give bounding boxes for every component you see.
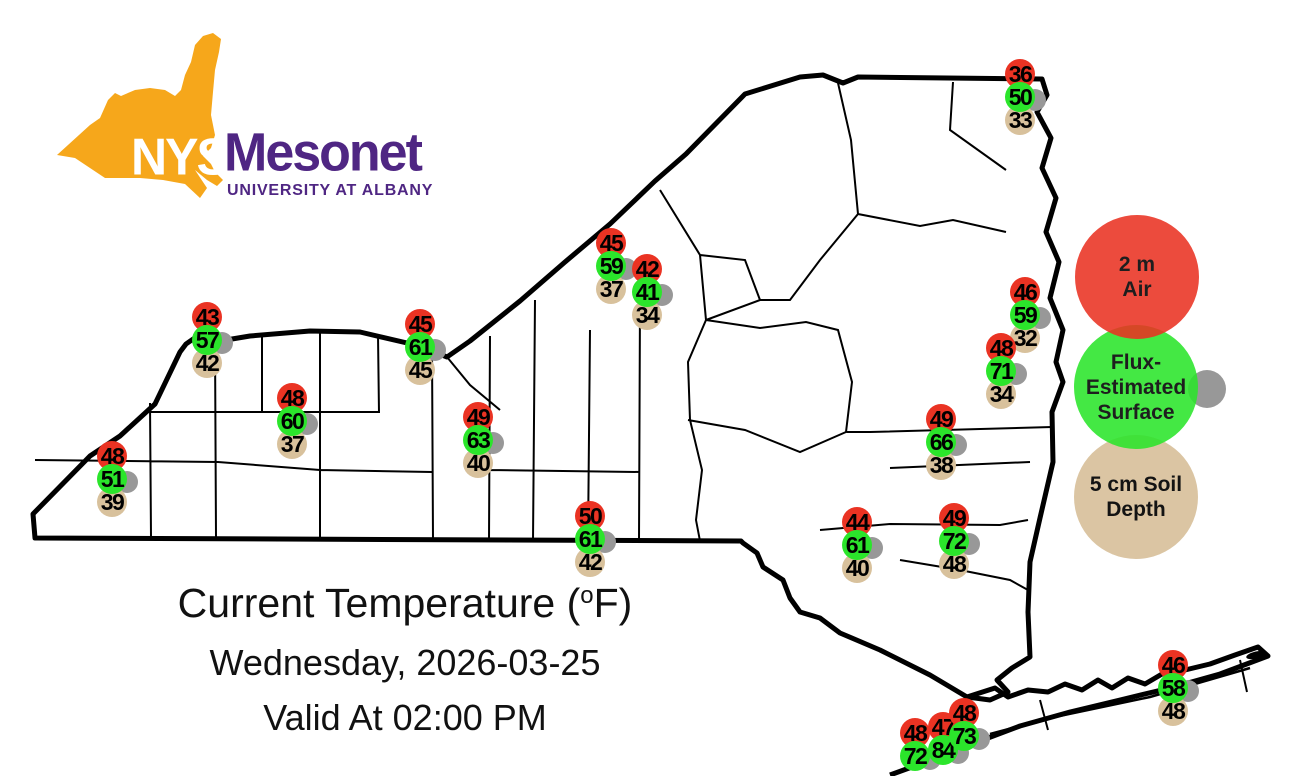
legend-surface-label: Estimated <box>1085 375 1187 399</box>
station-surface-value: 58 <box>1161 674 1186 701</box>
station-surface-circle[interactable]: 59 <box>1010 300 1040 330</box>
station-surface-value: 72 <box>903 742 928 769</box>
logo-tagline-text: UNIVERSITY AT ALBANY <box>227 182 434 199</box>
station-soil-circle[interactable]: 42 <box>192 348 222 378</box>
station-surface-circle[interactable]: 72 <box>939 526 969 556</box>
map-title-unit: F) <box>593 580 633 626</box>
station-surface-value: 59 <box>599 252 624 279</box>
station-surface-value: 66 <box>929 428 954 455</box>
station-surface-circle[interactable]: 58 <box>1158 673 1188 703</box>
station-surface-value: 71 <box>989 357 1014 384</box>
station-surface-value: 73 <box>952 722 977 749</box>
legend-surface-label: Surface <box>1097 400 1175 424</box>
map-date: Wednesday, 2026-03-25 <box>209 642 601 683</box>
station-surface-circle[interactable]: 73 <box>949 721 979 751</box>
logo-mesonet-text: Mesonet <box>224 122 423 184</box>
legend-soil-label: 5 cm Soil <box>1089 473 1183 496</box>
nys-mesonet-logo: NYS Mesonet UNIVERSITY AT ALBANY <box>45 30 445 220</box>
station-soil-circle[interactable]: 38 <box>926 450 956 480</box>
station-surface-value: 63 <box>466 426 491 453</box>
station-surface-value: 60 <box>280 407 305 434</box>
station-soil-circle[interactable]: 48 <box>939 549 969 579</box>
title-block: Current Temperature (oF) Wednesday, 2026… <box>60 580 750 739</box>
station-surface-value: 61 <box>578 525 603 552</box>
legend-surface-label: Flux- <box>1110 350 1162 374</box>
ny-state-logo-icon <box>57 33 223 198</box>
station-surface-value: 57 <box>195 326 220 353</box>
station-surface-circle[interactable]: 51 <box>97 464 127 494</box>
station-surface-circle[interactable]: 57 <box>192 325 222 355</box>
station-surface-circle[interactable]: 61 <box>842 530 872 560</box>
station-surface-circle[interactable]: 59 <box>596 251 626 281</box>
station-surface-value: 61 <box>845 531 870 558</box>
fishers-island <box>1246 650 1266 660</box>
state-outline <box>30 72 1066 703</box>
degree-symbol: o <box>580 582 594 609</box>
legend-soil-circle: 5 cm Soil Depth <box>1074 435 1198 559</box>
logo-nys-text: NYS <box>131 127 230 187</box>
station-surface-value: 41 <box>635 278 660 305</box>
station-soil-circle[interactable]: 37 <box>596 274 626 304</box>
station-surface-value: 50 <box>1008 83 1033 110</box>
county-boundaries <box>34 81 1248 731</box>
station-surface-circle[interactable]: 41 <box>632 277 662 307</box>
station-surface-value: 51 <box>100 465 125 492</box>
legend-air-label: Air <box>1122 278 1152 301</box>
barrier-island-line <box>989 666 1251 736</box>
legend-soil-label: Depth <box>1106 498 1166 521</box>
station-surface-circle[interactable]: 66 <box>926 427 956 457</box>
legend-air-label: 2 m <box>1118 253 1156 276</box>
station-surface-circle[interactable]: 71 <box>986 356 1016 386</box>
station-surface-value: 72 <box>942 527 967 554</box>
station-surface-value: 61 <box>408 333 433 360</box>
station-surface-value: 59 <box>1013 301 1038 328</box>
station-surface-circle[interactable]: 63 <box>463 425 493 455</box>
station-surface-circle[interactable]: 61 <box>405 332 435 362</box>
map-valid-time: Valid At 02:00 PM <box>263 697 547 738</box>
station-surface-circle[interactable]: 72 <box>900 741 930 771</box>
station-surface-circle[interactable]: 50 <box>1005 82 1035 112</box>
station-air-circle[interactable]: 48 <box>949 698 979 728</box>
map-title-text: Current Temperature ( <box>177 580 581 626</box>
legend-air-circle: 2 m Air <box>1075 215 1199 339</box>
legend-surface-circle: Flux- Estimated Surface <box>1074 325 1198 449</box>
station-surface-circle[interactable]: 60 <box>277 406 307 436</box>
station-soil-circle[interactable]: 33 <box>1005 105 1035 135</box>
station-surface-circle[interactable]: 61 <box>575 524 605 554</box>
map-title: Current Temperature (oF) <box>60 580 750 627</box>
